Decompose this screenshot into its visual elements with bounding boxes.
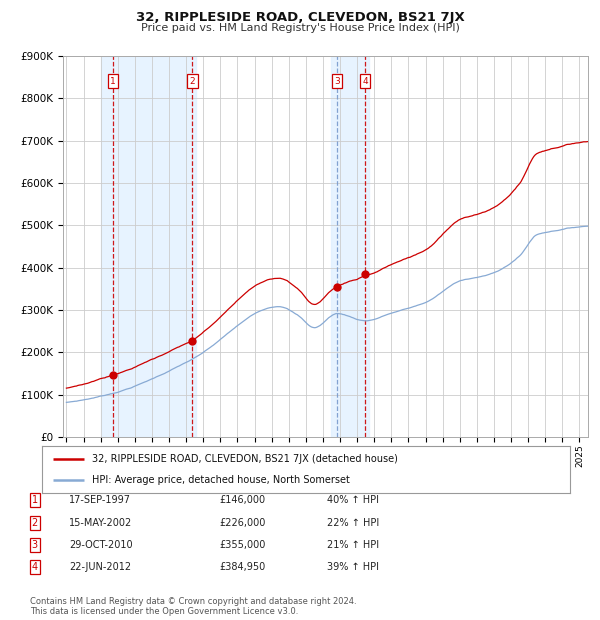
- Text: 1: 1: [110, 77, 116, 86]
- Text: £226,000: £226,000: [219, 518, 265, 528]
- Text: 22-JUN-2012: 22-JUN-2012: [69, 562, 131, 572]
- Text: 40% ↑ HPI: 40% ↑ HPI: [327, 495, 379, 505]
- Text: 21% ↑ HPI: 21% ↑ HPI: [327, 540, 379, 550]
- Text: £146,000: £146,000: [219, 495, 265, 505]
- Text: 2: 2: [190, 77, 195, 86]
- Text: 3: 3: [32, 540, 38, 550]
- Text: £355,000: £355,000: [219, 540, 265, 550]
- Text: 39% ↑ HPI: 39% ↑ HPI: [327, 562, 379, 572]
- Bar: [101, 56, 196, 437]
- Text: Price paid vs. HM Land Registry's House Price Index (HPI): Price paid vs. HM Land Registry's House …: [140, 23, 460, 33]
- Text: HPI: Average price, detached house, North Somerset: HPI: Average price, detached house, Nort…: [92, 475, 350, 485]
- Text: 17-SEP-1997: 17-SEP-1997: [69, 495, 131, 505]
- Text: £384,950: £384,950: [219, 562, 265, 572]
- Text: 29-OCT-2010: 29-OCT-2010: [69, 540, 133, 550]
- Text: 32, RIPPLESIDE ROAD, CLEVEDON, BS21 7JX: 32, RIPPLESIDE ROAD, CLEVEDON, BS21 7JX: [136, 11, 464, 24]
- Text: 22% ↑ HPI: 22% ↑ HPI: [327, 518, 379, 528]
- Text: 2: 2: [32, 518, 38, 528]
- Text: 4: 4: [362, 77, 368, 86]
- Text: 32, RIPPLESIDE ROAD, CLEVEDON, BS21 7JX (detached house): 32, RIPPLESIDE ROAD, CLEVEDON, BS21 7JX …: [92, 453, 398, 464]
- Text: 4: 4: [32, 562, 38, 572]
- Text: 15-MAY-2002: 15-MAY-2002: [69, 518, 132, 528]
- Text: 3: 3: [334, 77, 340, 86]
- Text: This data is licensed under the Open Government Licence v3.0.: This data is licensed under the Open Gov…: [30, 606, 298, 616]
- Text: 1: 1: [32, 495, 38, 505]
- Bar: [331, 56, 369, 437]
- Text: Contains HM Land Registry data © Crown copyright and database right 2024.: Contains HM Land Registry data © Crown c…: [30, 597, 356, 606]
